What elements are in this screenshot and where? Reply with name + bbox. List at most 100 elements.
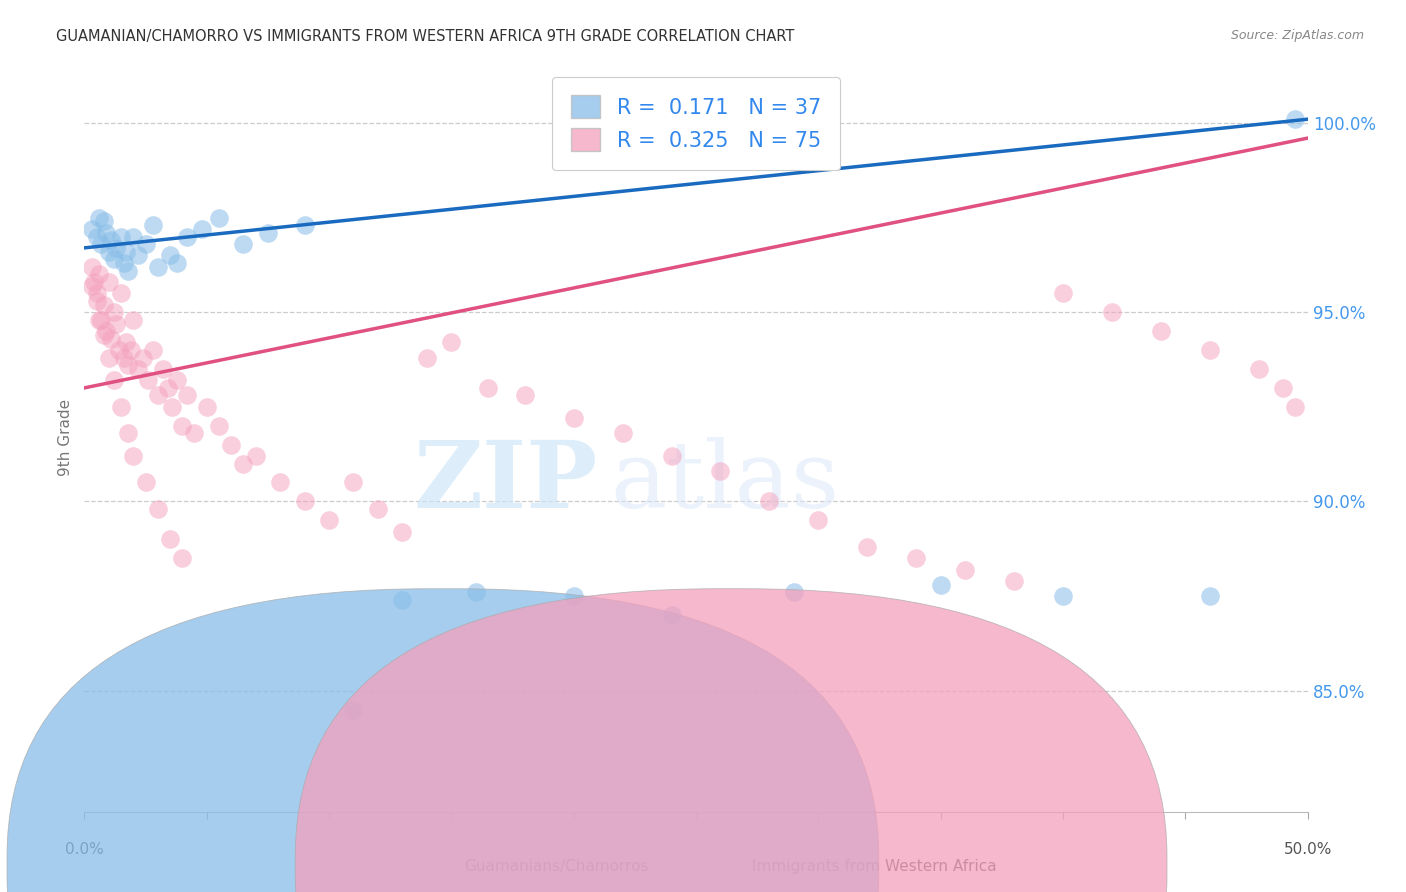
Point xyxy=(86,286,108,301)
Point xyxy=(1284,400,1306,414)
Point xyxy=(166,373,188,387)
Point xyxy=(142,218,165,232)
Text: Guamanians/Chamorros: Guamanians/Chamorros xyxy=(464,859,648,873)
Point xyxy=(905,551,928,566)
Point xyxy=(93,214,115,228)
Point xyxy=(1101,305,1123,319)
Point xyxy=(208,211,231,225)
Point xyxy=(391,592,413,607)
Point xyxy=(127,248,149,262)
Point xyxy=(122,312,145,326)
Text: Source: ZipAtlas.com: Source: ZipAtlas.com xyxy=(1230,29,1364,42)
Point xyxy=(191,222,214,236)
Point xyxy=(269,475,291,490)
Point xyxy=(183,426,205,441)
Point xyxy=(96,324,118,338)
Text: GUAMANIAN/CHAMORRO VS IMMIGRANTS FROM WESTERN AFRICA 9TH GRADE CORRELATION CHART: GUAMANIAN/CHAMORRO VS IMMIGRANTS FROM WE… xyxy=(56,29,794,44)
Point xyxy=(166,256,188,270)
Point xyxy=(783,585,806,599)
Point xyxy=(117,263,139,277)
Point xyxy=(929,577,952,591)
Text: ZIP: ZIP xyxy=(413,437,598,527)
Point xyxy=(953,562,976,576)
Point xyxy=(142,343,165,357)
Point xyxy=(342,702,364,716)
Point xyxy=(1052,286,1074,301)
Point xyxy=(513,388,536,402)
Point xyxy=(195,400,218,414)
Point xyxy=(440,335,463,350)
Point xyxy=(86,229,108,244)
Point xyxy=(146,388,169,402)
Point xyxy=(127,362,149,376)
Text: 0.0%: 0.0% xyxy=(65,842,104,857)
Point xyxy=(342,475,364,490)
Point xyxy=(105,317,128,331)
Point xyxy=(1198,343,1220,357)
Point xyxy=(90,312,112,326)
Point xyxy=(159,533,181,547)
Point xyxy=(294,218,316,232)
Point xyxy=(87,312,110,326)
Point xyxy=(208,418,231,433)
Point xyxy=(93,327,115,342)
Point xyxy=(115,244,138,259)
Point xyxy=(135,475,157,490)
Point xyxy=(257,226,280,240)
Y-axis label: 9th Grade: 9th Grade xyxy=(58,399,73,475)
Point xyxy=(103,252,125,267)
Point xyxy=(120,343,142,357)
Point xyxy=(562,411,585,425)
Point xyxy=(107,343,129,357)
Point xyxy=(97,244,120,259)
Point xyxy=(391,524,413,539)
Point xyxy=(856,540,879,554)
Point xyxy=(318,513,340,527)
Point xyxy=(367,502,389,516)
Point xyxy=(132,351,155,365)
Point xyxy=(232,457,254,471)
Point xyxy=(156,381,179,395)
Point xyxy=(80,278,103,293)
Point xyxy=(100,332,122,346)
Point xyxy=(87,211,110,225)
Point xyxy=(87,268,110,282)
Point xyxy=(80,260,103,274)
Point xyxy=(135,237,157,252)
Point xyxy=(97,275,120,289)
Point xyxy=(807,513,830,527)
Text: 50.0%: 50.0% xyxy=(1284,842,1331,857)
Point xyxy=(146,502,169,516)
Point xyxy=(416,351,439,365)
Point xyxy=(110,229,132,244)
Point xyxy=(176,388,198,402)
Point xyxy=(1150,324,1173,338)
Point xyxy=(97,351,120,365)
Point xyxy=(172,551,194,566)
Point xyxy=(612,426,634,441)
Point xyxy=(477,381,499,395)
Point xyxy=(159,248,181,262)
Point xyxy=(562,589,585,603)
Point xyxy=(1272,381,1295,395)
Point xyxy=(112,351,135,365)
Point xyxy=(86,293,108,308)
Point xyxy=(152,362,174,376)
Point xyxy=(146,260,169,274)
Point xyxy=(115,335,138,350)
Point xyxy=(103,373,125,387)
Point xyxy=(122,229,145,244)
Point xyxy=(122,449,145,463)
Point xyxy=(103,305,125,319)
Point xyxy=(100,233,122,247)
Point xyxy=(661,449,683,463)
Point xyxy=(105,241,128,255)
Point xyxy=(110,400,132,414)
Point xyxy=(117,426,139,441)
Point xyxy=(83,275,105,289)
Point xyxy=(112,256,135,270)
Point xyxy=(294,494,316,508)
Point xyxy=(90,237,112,252)
Point xyxy=(117,358,139,372)
Point xyxy=(96,226,118,240)
